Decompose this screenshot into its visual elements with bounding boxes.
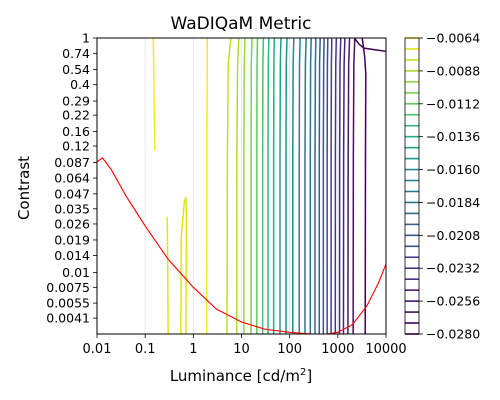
contour-line bbox=[326, 37, 329, 334]
x-ticks: 0.01 0.1 1 10 100 1000 10000 bbox=[83, 334, 407, 357]
y-tick-label: 0.54 bbox=[62, 62, 90, 77]
chart-title: WaDIQaM Metric bbox=[171, 14, 312, 34]
red-curve-group bbox=[96, 157, 387, 335]
colorbar-tick-label: −0.0256 bbox=[426, 294, 480, 309]
y-tick-label: 0.0055 bbox=[46, 296, 90, 311]
colorbar-tick-label: −0.0112 bbox=[426, 96, 480, 111]
contour-line bbox=[250, 37, 253, 334]
y-tick-label: 0.087 bbox=[54, 155, 90, 170]
y-tick-label: 0.12 bbox=[62, 139, 90, 154]
contour-line bbox=[180, 196, 188, 335]
contour-line bbox=[309, 37, 312, 334]
contour-line bbox=[152, 37, 156, 151]
contour-line bbox=[322, 37, 325, 334]
contour-line bbox=[243, 37, 246, 334]
contour-line bbox=[330, 37, 333, 334]
y-tick-label: 0.4 bbox=[70, 77, 90, 92]
contour-line bbox=[236, 37, 240, 334]
y-tick-label: 0.026 bbox=[54, 216, 90, 231]
x-tick-label: 0.1 bbox=[135, 342, 156, 357]
contour-line bbox=[272, 37, 276, 334]
y-tick-label: 0.22 bbox=[62, 108, 90, 123]
x-tick-label: 10 bbox=[233, 342, 250, 357]
contour-line bbox=[342, 37, 346, 335]
x-tick-label: 0.01 bbox=[83, 342, 112, 357]
contour-lines bbox=[152, 37, 387, 335]
y-tick-label: 0.0041 bbox=[46, 311, 90, 326]
colorbar-tick-label: −0.0208 bbox=[426, 228, 480, 243]
contour-line bbox=[353, 37, 387, 53]
gridlines bbox=[96, 38, 387, 334]
colorbar-tick-label: −0.0160 bbox=[426, 162, 480, 177]
x-axis-label-end: ] bbox=[306, 367, 312, 385]
contour-line bbox=[166, 216, 169, 335]
y-tick-label: 0.064 bbox=[54, 171, 90, 186]
contour-line bbox=[347, 37, 351, 335]
y-tick-label: 0.29 bbox=[62, 94, 90, 109]
colorbar-tick-label: −0.0232 bbox=[426, 261, 480, 276]
x-tick-label: 10000 bbox=[365, 342, 406, 357]
y-tick-label: 0.035 bbox=[54, 201, 90, 216]
contour-line bbox=[361, 37, 367, 335]
y-tick-label: 0.01 bbox=[62, 265, 90, 280]
contour-line bbox=[206, 37, 209, 335]
colorbar-tick-label: −0.0088 bbox=[426, 63, 480, 78]
y-axis-label: Contrast bbox=[15, 156, 33, 220]
contour-line bbox=[256, 37, 259, 334]
contour-line bbox=[292, 37, 295, 334]
y-tick-label: 1 bbox=[82, 31, 90, 46]
contour-line bbox=[352, 37, 356, 335]
y-tick-label: 0.74 bbox=[62, 46, 90, 61]
contour-line bbox=[279, 37, 282, 334]
y-tick-label: 0.014 bbox=[54, 248, 90, 263]
y-tick-label: 0.16 bbox=[62, 124, 90, 139]
y-tick-label: 0.047 bbox=[54, 186, 90, 201]
contour-line bbox=[285, 37, 288, 334]
colorbar-tick-label: −0.0184 bbox=[426, 195, 480, 210]
x-axis-label: Luminance [cd/m2] bbox=[170, 367, 312, 385]
colorbar-tick-label: −0.0136 bbox=[426, 129, 480, 144]
red-curve bbox=[96, 157, 387, 335]
x-tick-label: 1 bbox=[189, 342, 197, 357]
colorbar-frame bbox=[404, 37, 420, 335]
colorbar: −0.0064 −0.0088 −0.0112 −0.0136 −0.0160 −0.01… bbox=[404, 31, 480, 342]
x-tick-label: 100 bbox=[277, 342, 302, 357]
contour-line bbox=[226, 37, 232, 335]
contour-line bbox=[261, 37, 265, 334]
y-tick-label: 0.019 bbox=[54, 232, 90, 247]
colorbar-tick-label: −0.0064 bbox=[426, 31, 480, 46]
contour-line bbox=[338, 37, 342, 335]
contour-line bbox=[298, 37, 301, 334]
contour-line bbox=[267, 37, 270, 334]
y-tick-label: 0.0075 bbox=[46, 280, 90, 295]
y-ticks: 10.740.540.40.290.220.160.120.0870.0640.… bbox=[46, 31, 97, 326]
contour-line bbox=[304, 37, 307, 334]
contour-line bbox=[318, 37, 321, 334]
contour-line bbox=[314, 37, 317, 334]
colorbar-tick-label: −0.0280 bbox=[426, 327, 480, 342]
x-axis-label-main: Luminance [cd/m bbox=[170, 367, 300, 385]
x-tick-label: 1000 bbox=[321, 342, 354, 357]
x-axis-label-sup: 2 bbox=[300, 367, 306, 378]
contour-line bbox=[334, 37, 338, 335]
